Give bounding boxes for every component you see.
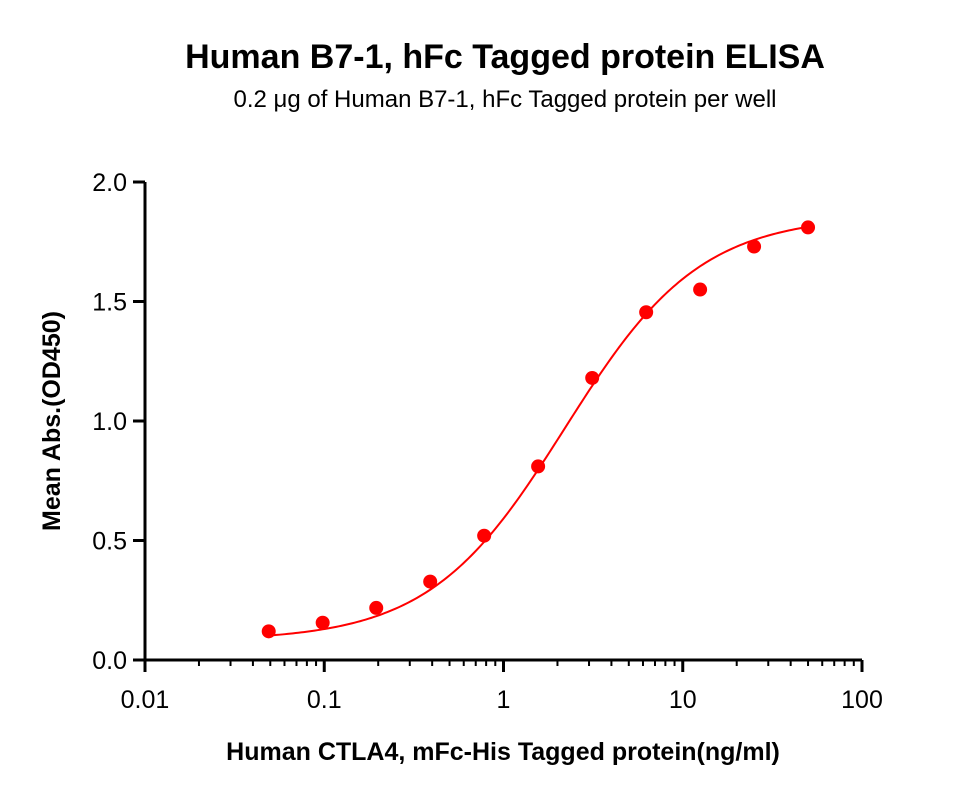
chart-title: Human B7-1, hFc Tagged protein ELISA: [185, 38, 825, 76]
x-tick-label: 0.01: [121, 686, 170, 714]
y-tick-label: 0.5: [92, 528, 127, 556]
data-point: [531, 459, 546, 474]
data-point: [477, 528, 492, 543]
x-tick-label: 100: [841, 686, 883, 714]
x-tick-label: 1: [497, 686, 511, 714]
x-tick-label: 10: [669, 686, 697, 714]
y-axis-title: Mean Abs.(OD450): [38, 311, 66, 531]
y-tick-label: 2.0: [92, 169, 127, 197]
y-tick-label: 1.5: [92, 289, 127, 317]
data-point: [585, 370, 600, 385]
data-point: [639, 305, 654, 320]
x-ticks: 0.01 0.1 1 10 100: [121, 660, 883, 714]
data-point: [261, 624, 276, 639]
x-axis-title: Human CTLA4, mFc-His Tagged protein(ng/m…: [226, 738, 780, 766]
axes: [143, 182, 862, 662]
data-point: [747, 239, 762, 254]
y-tick-label: 0.0: [92, 647, 127, 675]
fit-curve: [268, 225, 809, 637]
data-point: [423, 574, 438, 589]
data-point: [801, 220, 816, 235]
y-tick-label: 1.0: [92, 408, 127, 436]
data-points: [261, 220, 816, 639]
data-point: [369, 600, 384, 615]
chart-subtitle: 0.2 μg of Human B7-1, hFc Tagged protein…: [233, 86, 776, 113]
y-ticks: 0.0 0.5 1.0 1.5 2.0: [92, 169, 145, 675]
data-point: [315, 615, 330, 630]
x-tick-label: 0.1: [307, 686, 342, 714]
data-point: [693, 282, 708, 297]
